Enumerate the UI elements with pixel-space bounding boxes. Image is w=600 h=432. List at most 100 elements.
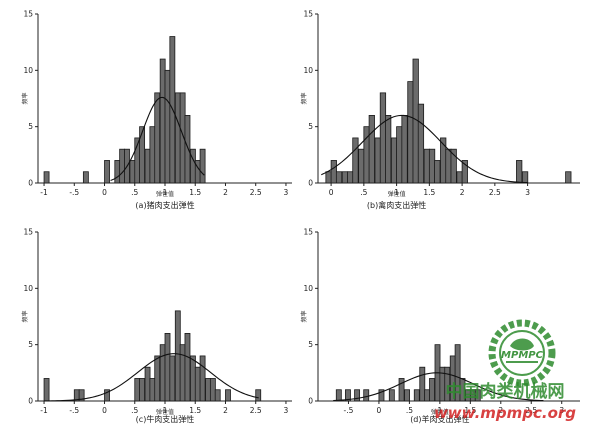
y-tick-label: 0: [308, 397, 313, 406]
histogram-bar: [474, 389, 481, 402]
histogram-bar: [214, 389, 221, 402]
x-tick-label: 1.5: [423, 188, 435, 197]
histogram-bar: [43, 171, 50, 184]
histogram-bar: [354, 389, 361, 402]
gear-logo-icon: [488, 319, 556, 387]
histogram-bar: [401, 115, 408, 184]
histogram-bar: [424, 389, 431, 402]
histogram-bar: [413, 389, 420, 402]
histogram-bar: [144, 148, 151, 184]
histogram-bar: [149, 378, 156, 402]
x-tick-label: 0: [377, 406, 382, 415]
histogram-bar: [434, 160, 441, 184]
x-axis-label: 弹性值: [156, 190, 174, 198]
histogram-bar: [429, 378, 435, 402]
histogram-bar: [456, 171, 463, 184]
histogram-bar: [358, 148, 365, 184]
histogram-bar: [390, 137, 398, 184]
x-tick-label: 2: [460, 188, 465, 197]
histogram-bar: [129, 160, 136, 184]
histogram-bar: [199, 355, 206, 402]
panel-caption: (c)牛肉支出弹性: [136, 414, 195, 424]
x-tick-label: 1: [394, 188, 399, 197]
histogram-bar: [417, 103, 425, 184]
watermark-cn-text: 中国肉类机械网: [446, 381, 565, 402]
histogram-bar: [189, 355, 196, 402]
histogram-bar: [454, 344, 461, 402]
histogram-bar: [521, 171, 529, 184]
watermark-url-text: www.mpmpc.org: [434, 404, 576, 422]
x-tick-label: 0: [102, 188, 107, 197]
histogram-bar: [134, 378, 141, 402]
watermark-logo-text: MPMPC: [501, 350, 544, 361]
y-tick-label: 15: [303, 10, 313, 19]
histogram-bar: [444, 366, 451, 402]
histogram-bar: [104, 389, 110, 402]
histogram-bar: [341, 171, 349, 184]
histogram-bar: [225, 389, 231, 402]
x-tick-label: 2.5: [489, 188, 501, 197]
normal-curve: [44, 353, 259, 402]
x-tick-label: 2.5: [250, 188, 262, 197]
x-tick-label: 1: [437, 406, 442, 415]
x-tick-label: 3: [284, 188, 289, 197]
x-tick-label: .5: [406, 406, 413, 415]
histogram-bar: [445, 148, 452, 184]
histogram-bar: [164, 69, 171, 184]
x-tick-label: -.5: [344, 406, 354, 415]
histogram-bar: [428, 148, 436, 184]
y-tick-label: 10: [303, 66, 313, 75]
histogram-bar: [139, 378, 146, 402]
x-tick-label: 0: [329, 188, 334, 197]
y-tick-label: 0: [308, 179, 313, 188]
x-tick-label: .5: [360, 188, 367, 197]
y-axis-label: 频率: [21, 310, 29, 322]
x-tick-label: -.5: [69, 406, 79, 415]
histogram-bar: [78, 389, 85, 402]
histogram-bar: [164, 332, 171, 402]
x-tick-label: 2: [498, 406, 503, 415]
x-axis-label: 弹性值: [156, 408, 174, 416]
y-axis-label: 频率: [300, 92, 308, 104]
panel-caption: (d)羊肉支出弹性: [410, 414, 469, 424]
histogram-bar: [139, 126, 146, 184]
x-tick-label: 2: [223, 188, 228, 197]
histogram-bar: [378, 389, 385, 402]
x-tick-label: 1.5: [189, 406, 201, 415]
histogram-bar: [154, 355, 161, 402]
histogram-bar: [450, 148, 457, 184]
y-axis-label: 频率: [300, 310, 308, 322]
histogram-bar: [144, 366, 151, 402]
histogram-bar: [388, 389, 395, 402]
histogram-bar: [199, 148, 206, 184]
histogram-bar: [169, 355, 176, 402]
x-tick-label: .5: [131, 406, 138, 415]
x-tick-label: 1: [163, 188, 168, 197]
histogram-bar: [174, 92, 181, 184]
histogram-bar: [419, 366, 426, 402]
y-tick-label: 5: [28, 340, 33, 349]
y-tick-label: 5: [28, 122, 33, 131]
histogram-bar: [335, 389, 342, 402]
histogram-bar: [205, 378, 211, 402]
histogram-bar: [374, 137, 381, 184]
histogram-bar: [184, 115, 191, 184]
x-tick-label: 2.5: [525, 406, 537, 415]
histogram-bar: [385, 115, 392, 184]
histogram-bar: [368, 115, 375, 184]
normal-curve: [321, 114, 528, 184]
histogram-bar: [404, 389, 410, 402]
watermark: MPMPC 中国肉类机械网 www.mpmpc.org: [434, 319, 576, 422]
histogram-bar: [335, 171, 343, 184]
histogram-bar: [345, 389, 351, 402]
histogram-bar: [396, 126, 403, 184]
histogram-bar: [159, 344, 166, 402]
histogram-bar: [461, 160, 468, 184]
y-tick-label: 5: [308, 122, 313, 131]
histogram-bar: [184, 332, 191, 402]
normal-curve: [110, 96, 205, 182]
histogram-bar: [114, 160, 121, 184]
x-tick-label: 2: [223, 406, 228, 415]
